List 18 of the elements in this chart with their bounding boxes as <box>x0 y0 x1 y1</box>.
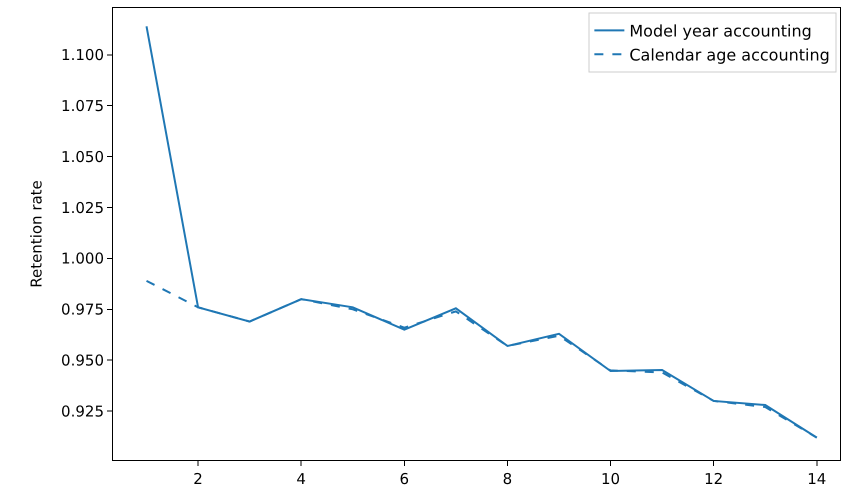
x-tick-label: 6 <box>400 470 410 488</box>
y-tick-label: 1.050 <box>61 148 104 166</box>
legend-label: Calendar age accounting <box>629 45 830 64</box>
y-tick-label: 0.950 <box>61 351 104 370</box>
y-tick-label: 1.100 <box>61 46 104 64</box>
y-tick-label: 1.075 <box>61 96 104 115</box>
x-tick-label: 14 <box>807 470 826 488</box>
x-tick-label: 4 <box>296 470 306 488</box>
y-tick-label: 0.975 <box>61 300 104 319</box>
x-tick-label: 10 <box>601 470 620 488</box>
x-tick-label: 2 <box>193 470 203 488</box>
y-tick-label: 0.925 <box>61 402 104 420</box>
y-tick-label: 1.025 <box>61 198 104 217</box>
y-tick-label: 1.000 <box>61 250 104 268</box>
legend-label: Model year accounting <box>629 22 812 41</box>
x-tick-label: 12 <box>704 470 724 488</box>
y-axis-title: Retention rate <box>27 180 46 288</box>
x-tick-label: 8 <box>502 470 512 488</box>
